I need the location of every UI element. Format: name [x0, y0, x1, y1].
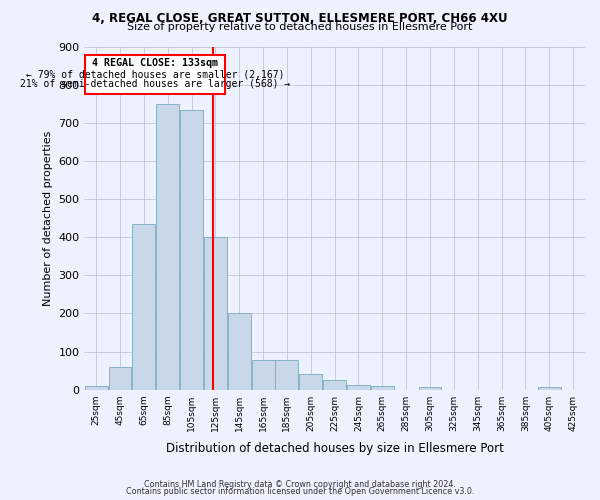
Bar [204, 237, 227, 390]
Bar [299, 374, 322, 390]
X-axis label: Distribution of detached houses by size in Ellesmere Port: Distribution of detached houses by size … [166, 442, 503, 455]
Bar [323, 380, 346, 390]
Bar [85, 386, 107, 390]
Bar [371, 386, 394, 390]
Text: ← 79% of detached houses are smaller (2,167): ← 79% of detached houses are smaller (2,… [26, 70, 284, 80]
Bar [133, 224, 155, 390]
Y-axis label: Number of detached properties: Number of detached properties [43, 130, 53, 306]
Bar [109, 367, 131, 390]
Bar [538, 386, 560, 390]
Text: 4, REGAL CLOSE, GREAT SUTTON, ELLESMERE PORT, CH66 4XU: 4, REGAL CLOSE, GREAT SUTTON, ELLESMERE … [92, 12, 508, 24]
Bar [275, 360, 298, 390]
FancyBboxPatch shape [85, 55, 225, 94]
Bar [419, 386, 442, 390]
Bar [180, 110, 203, 390]
Bar [228, 314, 251, 390]
Text: 4 REGAL CLOSE: 133sqm: 4 REGAL CLOSE: 133sqm [92, 58, 218, 68]
Text: 21% of semi-detached houses are larger (568) →: 21% of semi-detached houses are larger (… [20, 78, 290, 88]
Bar [156, 104, 179, 390]
Text: Contains public sector information licensed under the Open Government Licence v3: Contains public sector information licen… [126, 488, 474, 496]
Bar [251, 360, 275, 390]
Text: Contains HM Land Registry data © Crown copyright and database right 2024.: Contains HM Land Registry data © Crown c… [144, 480, 456, 489]
Text: Size of property relative to detached houses in Ellesmere Port: Size of property relative to detached ho… [127, 22, 473, 32]
Bar [347, 385, 370, 390]
